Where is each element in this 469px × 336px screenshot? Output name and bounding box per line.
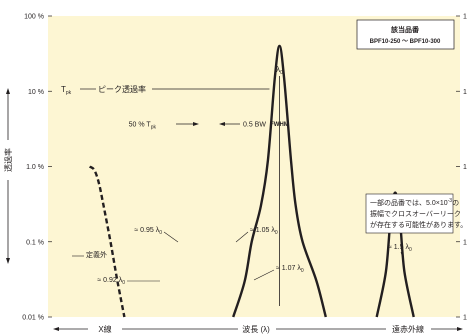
curves xyxy=(88,44,415,318)
lambda0-label: λ0 xyxy=(276,65,283,76)
annotations: λ0 Tpk ピーク透過率 50 % Tpk FWHM 0.5 BW ≈ 0.95 λ0 ≈ … xyxy=(61,65,412,306)
fifty-percent-label: 50 % Tpk xyxy=(129,122,157,131)
l107-label: ≈ 1.07 λ0 xyxy=(276,265,304,274)
svg-text:透過率: 透過率 xyxy=(3,148,13,172)
note-line-1: 一部の品番では、5.0×10 xyxy=(370,198,448,207)
note-line-3: が存在する可能性があります。 xyxy=(370,220,467,229)
fwhm-arrow-left xyxy=(193,122,199,126)
right-tick-mark: 1 xyxy=(463,14,467,21)
crossover-note: 一部の品番では、5.0×10-3の 振幅でクロスオーバーリーク が存在する可能性… xyxy=(365,193,467,234)
svg-text:一部の品番では、5.0×10-3の: 一部の品番では、5.0×10-3の xyxy=(370,198,459,207)
x-axis-regions: X線 波長 (λ) 遠赤外線 xyxy=(53,324,463,334)
right-tick-mark: 1 xyxy=(463,315,467,322)
right-tick-mark: 1 xyxy=(463,239,467,246)
y-tick-label: 10 % xyxy=(28,89,44,96)
l107-leader xyxy=(253,269,275,281)
legend-box: 該当品番 BPF10-250 〜 BPF10-300 xyxy=(356,19,455,50)
note-exp: -3 xyxy=(448,198,453,204)
note-line-2: 振幅でクロスオーバーリーク xyxy=(370,209,461,218)
l15-label: ≈ 1.5 λ0 xyxy=(388,244,412,253)
undefined-region-label: 定義外 xyxy=(86,250,107,259)
fwhm-label: FWHM xyxy=(270,122,289,128)
note-tail: の xyxy=(452,200,459,207)
legend-subtitle: BPF10-250 〜 BPF10-300 xyxy=(370,39,441,45)
l105-leader xyxy=(235,231,249,243)
legend-title: 該当品番 xyxy=(391,25,420,34)
tpk-label: Tpk xyxy=(61,85,72,96)
xray-label: X線 xyxy=(98,324,111,334)
right-tick-mark: 1 xyxy=(463,164,467,171)
far-infrared-label: 遠赤外線 xyxy=(392,324,424,334)
wavelength-label: 波長 (λ) xyxy=(242,324,270,334)
l105-label: ≈ 1.05 λ0 xyxy=(250,227,278,236)
half-bandwidth-label: 0.5 BW xyxy=(243,122,266,129)
series-line-1 xyxy=(88,165,126,318)
l15-leader xyxy=(400,251,405,263)
y-ticks: 100 % 1 10 % 1 1.0 % 1 0.1 % 1 0.01 % 1 xyxy=(22,14,467,322)
fwhm-arrow-right xyxy=(219,122,225,126)
y-axis-title: 透過率 xyxy=(3,88,13,264)
plot-background xyxy=(48,16,460,317)
y-tick-label: 1.0 % xyxy=(26,164,44,171)
series-line-0 xyxy=(232,44,327,318)
l095-leader xyxy=(163,231,179,243)
peak-transmission-label: ピーク透過率 xyxy=(98,84,146,94)
right-tick-mark: 1 xyxy=(463,89,467,96)
y-tick-label: 0.1 % xyxy=(26,239,44,246)
l092-label: ≈ 0.92 λ0 xyxy=(97,277,125,286)
y-tick-label: 0.01 % xyxy=(22,315,44,322)
y-tick-label: 100 % xyxy=(24,14,44,21)
l095-label: ≈ 0.95 λ0 xyxy=(134,227,162,236)
